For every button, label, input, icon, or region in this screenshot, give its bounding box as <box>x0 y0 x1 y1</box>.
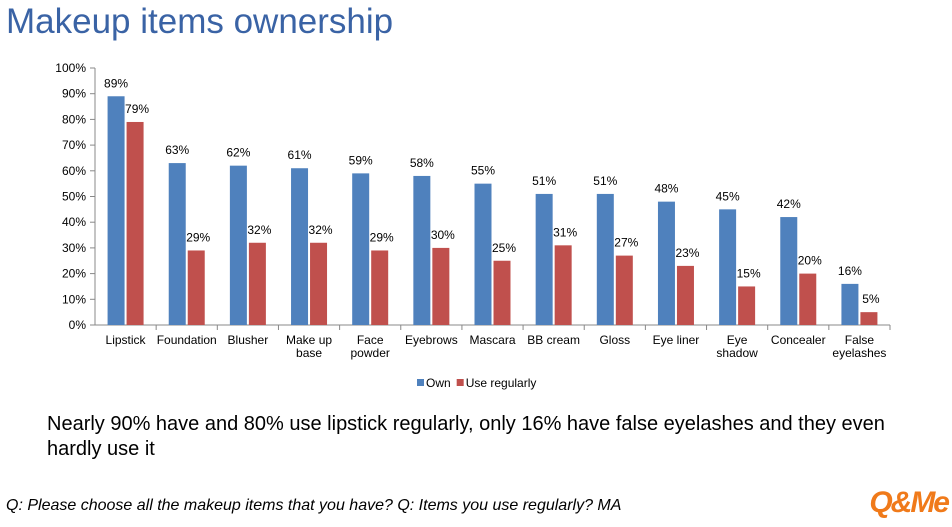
bar <box>676 265 694 325</box>
bar <box>493 260 511 325</box>
x-tick-label: Eye liner <box>652 333 700 347</box>
bar <box>168 163 186 325</box>
data-label: 79% <box>125 102 149 116</box>
x-tick-label: BB cream <box>527 333 580 347</box>
x-tick-label: Mascara <box>469 333 516 347</box>
legend-swatch <box>456 379 464 386</box>
y-tick-label: 80% <box>62 112 86 126</box>
data-label: 27% <box>614 236 638 250</box>
bar <box>432 247 450 325</box>
chart-title: Makeup items ownership <box>6 2 394 41</box>
data-label: 51% <box>593 174 617 188</box>
legend-label: Use regularly <box>466 376 537 390</box>
y-tick-label: 60% <box>62 164 86 178</box>
bar <box>657 201 675 325</box>
bar <box>860 312 878 325</box>
logo: Q&Me <box>869 486 950 519</box>
bar <box>291 168 309 325</box>
data-label: 29% <box>370 230 394 244</box>
bar <box>107 96 125 326</box>
y-tick-label: 40% <box>62 215 86 229</box>
x-tick-label: Eye shadow <box>716 333 758 360</box>
data-label: 58% <box>410 156 434 170</box>
data-label: 29% <box>186 230 210 244</box>
data-label: 45% <box>716 189 740 203</box>
summary: Nearly 90% have and 80% use lipstick reg… <box>47 413 885 460</box>
bar <box>596 193 614 325</box>
data-label: 62% <box>226 146 250 160</box>
y-tick-label: 20% <box>62 267 86 281</box>
data-label: 25% <box>492 241 516 255</box>
data-label: 16% <box>838 264 862 278</box>
data-label: 61% <box>288 148 312 162</box>
footnote: Q: Please choose all the makeup items th… <box>6 497 622 514</box>
bar <box>229 165 247 325</box>
x-tick-label: Make up base <box>286 333 333 360</box>
bar <box>187 250 205 325</box>
data-label: 42% <box>777 197 801 211</box>
bar <box>615 255 633 325</box>
x-tick-label: Lipstick <box>105 333 146 347</box>
bar <box>126 121 144 325</box>
bar <box>413 175 431 325</box>
chart: 0% 10% 20% 30% 40% 50% 60% 70% 80% 90% 100% 89% 79% 6… <box>55 61 891 390</box>
bar <box>535 193 553 325</box>
data-label: 15% <box>737 266 761 280</box>
bar <box>799 273 817 325</box>
x-tick-label: False eyelashes <box>832 333 887 360</box>
bar <box>248 242 266 325</box>
data-label: 59% <box>349 153 373 167</box>
bar <box>719 209 737 325</box>
data-label: 20% <box>798 254 822 268</box>
data-label: 32% <box>247 223 271 237</box>
bar <box>780 217 798 325</box>
y-tick-label: 70% <box>62 138 86 152</box>
bar <box>371 250 389 325</box>
legend-swatch <box>417 379 424 386</box>
y-tick-label: 0% <box>69 318 87 332</box>
data-label: 55% <box>471 164 495 178</box>
data-label: 31% <box>553 225 577 239</box>
data-label: 48% <box>654 182 678 196</box>
x-tick-label: Foundation <box>156 333 217 347</box>
data-label: 63% <box>165 143 189 157</box>
data-label: 32% <box>309 223 333 237</box>
y-tick-label: 50% <box>62 190 86 204</box>
bar <box>738 286 756 325</box>
data-label: 51% <box>532 174 556 188</box>
x-tick-label: Eyebrows <box>405 333 458 347</box>
y-tick-label: 100% <box>55 61 86 75</box>
x-tick-label: Face powder <box>350 333 390 360</box>
bar <box>474 183 492 325</box>
bar <box>352 173 370 325</box>
y-tick-label: 90% <box>62 87 86 101</box>
x-tick-label: Gloss <box>599 333 631 347</box>
data-label: 23% <box>675 246 699 260</box>
legend-label: Own <box>426 376 451 390</box>
x-tick-label: Blusher <box>227 333 269 347</box>
data-label: 30% <box>431 228 455 242</box>
bar <box>841 283 859 325</box>
bar <box>554 245 572 325</box>
data-label: 5% <box>862 292 880 306</box>
x-tick-label: Concealer <box>770 333 826 347</box>
data-label: 89% <box>104 76 128 90</box>
y-tick-label: 30% <box>62 241 86 255</box>
y-tick-label: 10% <box>62 292 86 306</box>
bar <box>310 242 328 325</box>
